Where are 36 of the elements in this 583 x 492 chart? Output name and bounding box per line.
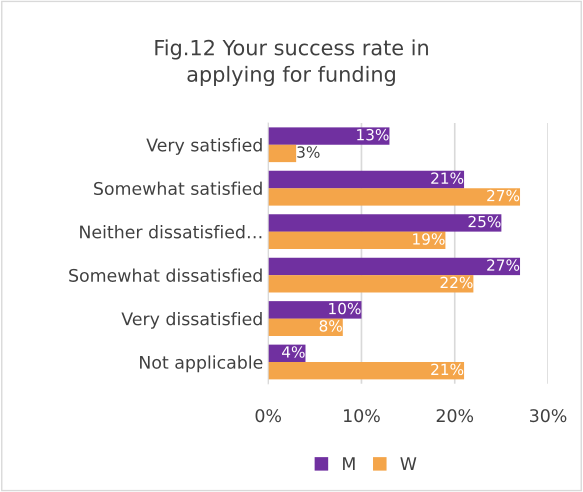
x-tick-label: 10%	[344, 409, 380, 422]
data-label: 22%	[440, 276, 473, 288]
y-tick-label: Not applicable	[140, 355, 262, 372]
bar	[268, 144, 296, 162]
bar	[268, 318, 343, 336]
data-label: 3%	[297, 146, 320, 158]
x-tick-label: 20%	[436, 409, 474, 422]
y-tick-label: Very satisfied	[146, 138, 262, 155]
bar	[268, 362, 464, 380]
bar	[268, 232, 446, 250]
bar	[268, 275, 474, 292]
data-label: 27%	[487, 259, 520, 271]
y-tick-label: Somewhat dissatisfied	[69, 268, 262, 282]
bar	[268, 170, 464, 188]
data-label: 10%	[329, 302, 361, 314]
data-label: 19%	[413, 233, 445, 245]
data-label: 25%	[468, 216, 501, 228]
data-label: 8%	[320, 320, 342, 332]
data-label: 4%	[282, 346, 305, 358]
data-label: 21%	[431, 172, 464, 184]
bar	[268, 127, 390, 145]
legend-label: M	[343, 457, 355, 470]
legend-label: W	[400, 457, 416, 470]
bar	[268, 188, 520, 206]
chart-title: Fig.12 Your success rate in applying for funding	[155, 39, 428, 86]
data-label: 27%	[487, 190, 520, 202]
y-tick-label: Very dissatisfied	[121, 312, 262, 329]
data-label: 13%	[357, 128, 389, 140]
bar	[268, 214, 502, 232]
y-tick-label: Somewhat satisfied	[94, 182, 262, 196]
bar	[268, 258, 520, 276]
y-tick-label: Neither dissatisfied…	[80, 225, 262, 238]
data-label: 21%	[431, 364, 464, 376]
x-tick-label: 30%	[530, 409, 566, 422]
x-tick-label: 0%	[256, 409, 281, 422]
bar	[268, 301, 362, 319]
